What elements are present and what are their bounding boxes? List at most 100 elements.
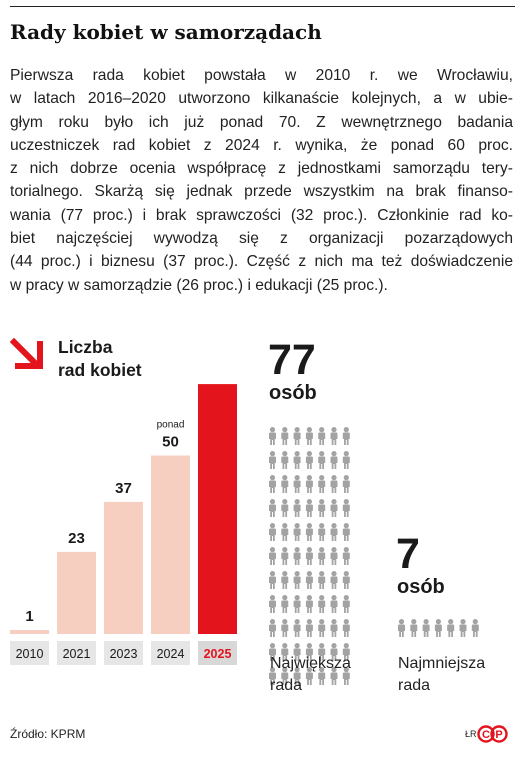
person-icon — [318, 451, 326, 469]
person-icon — [318, 619, 326, 637]
lead-line: biet najczęściej wywodzą się z organizac… — [10, 230, 513, 248]
person-icon — [293, 523, 301, 541]
cp-logo-icon: C P — [477, 725, 508, 743]
person-icon — [293, 427, 301, 445]
lead-line: torialnego. Skarżą się jednak przede wsz… — [10, 183, 513, 201]
person-icon — [318, 499, 326, 517]
person-icon — [330, 475, 338, 493]
chart-title: Liczba rad kobiet — [58, 336, 142, 381]
person-icon — [293, 475, 301, 493]
person-icon — [293, 499, 301, 517]
lead-paragraph: Pierwsza rada kobiet powstała w 2010 r. … — [10, 64, 513, 297]
person-icon — [281, 547, 289, 565]
person-icon — [281, 499, 289, 517]
person-icon — [305, 619, 313, 637]
bar — [198, 384, 237, 634]
largest-caption-line: rada — [270, 677, 303, 694]
category-label: 2023 — [110, 647, 138, 661]
person-icon — [305, 427, 313, 445]
svg-text:C: C — [482, 729, 490, 741]
bar — [57, 551, 96, 634]
person-icon — [318, 523, 326, 541]
person-icon — [281, 427, 289, 445]
person-icon — [281, 643, 289, 661]
person-icon — [281, 523, 289, 541]
person-icon — [293, 619, 301, 637]
person-icon — [318, 427, 326, 445]
category-label: 2024 — [157, 647, 185, 661]
person-icon — [342, 451, 350, 469]
smallest-unit: osób — [397, 576, 445, 598]
person-icon — [398, 619, 405, 637]
person-icon — [342, 523, 350, 541]
person-icon — [305, 475, 313, 493]
person-icon — [281, 571, 289, 589]
person-icon — [305, 523, 313, 541]
person-icon — [410, 619, 418, 637]
arrow-down-right-icon — [10, 338, 43, 369]
person-icon — [281, 451, 289, 469]
page-title: Rady kobiet w samorządach — [10, 20, 322, 44]
category-label: 2021 — [63, 647, 91, 661]
person-icon — [281, 595, 289, 613]
person-icon — [269, 595, 276, 613]
category-cell — [104, 641, 143, 665]
person-icon — [318, 643, 326, 661]
person-icon — [269, 475, 276, 493]
person-icon — [293, 643, 301, 661]
person-icon — [305, 667, 313, 685]
source-note: Źródło: KPRM — [10, 727, 86, 741]
bar — [104, 501, 143, 634]
person-icon — [305, 547, 313, 565]
person-icon — [330, 595, 338, 613]
person-icon — [342, 643, 350, 661]
person-icon — [293, 547, 301, 565]
person-icon — [269, 499, 276, 517]
person-icon — [269, 643, 276, 661]
lead-line: w latach 2016–2020 utworzono kilkanaście… — [10, 90, 513, 108]
person-icon — [318, 547, 326, 565]
lead-line: wania (77 proc.) i brak sprawczości (32 … — [10, 206, 513, 224]
person-icon — [305, 595, 313, 613]
largest-unit: osób — [269, 382, 317, 404]
category-cell — [10, 641, 49, 665]
bar — [10, 630, 49, 634]
category-label: 2025 — [204, 647, 232, 661]
person-icon — [330, 427, 338, 445]
person-icon — [330, 547, 338, 565]
smallest-caption: Najmniejsza rada — [398, 653, 485, 697]
bar-value-label: 1 — [25, 608, 33, 625]
person-icon — [269, 427, 276, 445]
author-initials: ŁR — [465, 729, 477, 739]
lead-line: w pracy w samorządzie (26 proc.) i eduka… — [10, 276, 388, 294]
person-icon — [342, 547, 350, 565]
person-icon — [269, 523, 276, 541]
category-cell — [57, 641, 96, 665]
chart-title-line: Liczba — [58, 337, 113, 357]
person-icon — [342, 619, 350, 637]
person-icon — [342, 475, 350, 493]
largest-caption: Największa rada — [270, 653, 351, 697]
lead-line: Pierwsza rada kobiet powstała w 2010 r. … — [10, 67, 513, 84]
person-icon — [318, 595, 326, 613]
person-icon — [318, 475, 326, 493]
bar-prefix-label: ponad — [157, 420, 185, 431]
lead-line: głym roku było ich już ponad 70. Z wewnę… — [10, 113, 513, 131]
person-icon — [318, 667, 326, 685]
largest-value: 77 — [268, 336, 316, 384]
person-icon — [269, 451, 276, 469]
person-icon — [434, 619, 442, 637]
lead-line: z nich dobrze ocenia współpracę z jednos… — [10, 160, 513, 178]
bar-value-label: 50 — [162, 434, 179, 451]
person-icon — [330, 499, 338, 517]
person-icon — [269, 667, 276, 685]
lead-line: (44 proc.) i biznesu (37 proc.). Część z… — [10, 253, 513, 271]
person-icon — [305, 571, 313, 589]
person-icon — [422, 619, 430, 637]
person-icon — [342, 667, 350, 685]
smallest-caption-line: rada — [398, 677, 431, 694]
person-icon — [305, 643, 313, 661]
category-cell — [151, 641, 190, 665]
bar-chart: 1201023202137202350ponad202470ponad2025 — [10, 380, 237, 665]
